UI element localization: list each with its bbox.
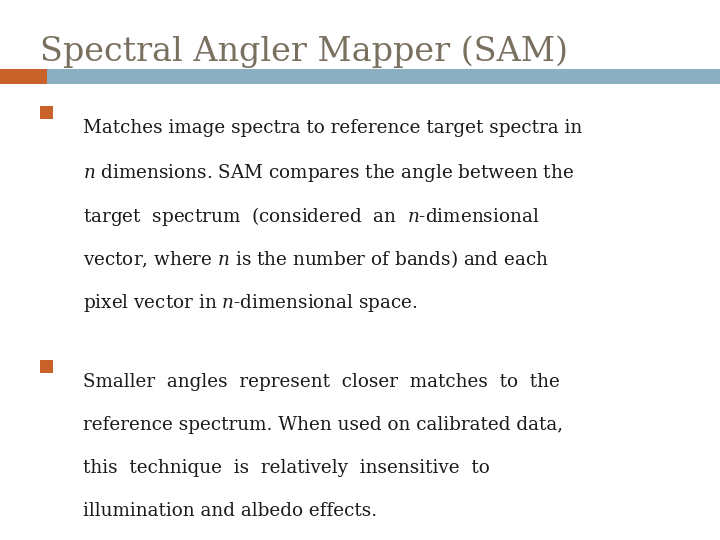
Bar [40,106,53,119]
Text: $n$ dimensions. SAM compares the angle between the: $n$ dimensions. SAM compares the angle b… [83,162,574,184]
Bar [40,360,53,373]
Text: vector, where $n$ is the number of bands) and each: vector, where $n$ is the number of bands… [83,248,549,270]
Bar [0,69,47,84]
Text: Matches image spectra to reference target spectra in: Matches image spectra to reference targe… [83,119,582,137]
Text: illumination and albedo effects.: illumination and albedo effects. [83,502,377,520]
Text: pixel vector in $n$-dimensional space.: pixel vector in $n$-dimensional space. [83,292,418,314]
Bar [47,69,720,84]
Text: target  spectrum  (considered  an  $n$-dimensional: target spectrum (considered an $n$-dimen… [83,205,539,228]
Text: this  technique  is  relatively  insensitive  to: this technique is relatively insensitive… [83,459,490,477]
Text: Smaller  angles  represent  closer  matches  to  the: Smaller angles represent closer matches … [83,373,559,390]
Text: Spectral Angler Mapper (SAM): Spectral Angler Mapper (SAM) [40,35,567,68]
Text: reference spectrum. When used on calibrated data,: reference spectrum. When used on calibra… [83,416,563,434]
